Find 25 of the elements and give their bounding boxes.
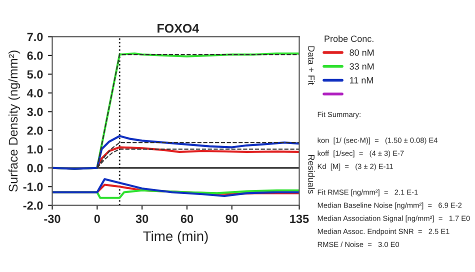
y-tick-label: 3.0 xyxy=(27,108,43,116)
legend-label: 80 nM xyxy=(350,49,374,56)
legend-title: Probe Conc. xyxy=(324,35,374,42)
y-tick-label: -2.0 xyxy=(23,201,43,210)
x-tick-label: 60 xyxy=(180,214,194,224)
x-tick-label: -30 xyxy=(44,214,60,224)
x-tick-label: 90 xyxy=(226,214,238,224)
y-tick-label: 5.0 xyxy=(27,70,43,79)
legend-label: 11 nM xyxy=(350,77,373,84)
y-tick-label: 1.0 xyxy=(28,145,43,154)
y-tick-label: 6.0 xyxy=(27,51,43,60)
y-tick-label: 7.0 xyxy=(27,32,43,42)
y-tick-label: 0.0 xyxy=(27,164,43,172)
x-tick-label: 135 xyxy=(290,214,309,224)
y-tick-label: 4.0 xyxy=(26,88,43,98)
legend-label: 33 nM xyxy=(350,63,374,70)
y-tick-label: 2.0 xyxy=(27,126,43,135)
chart-title: FOXO4 xyxy=(158,24,200,33)
text: Residuals xyxy=(308,155,315,194)
x-tick-label: 30 xyxy=(136,214,148,224)
text: Data + Fit xyxy=(308,46,315,85)
x-tick-label: 0 xyxy=(94,214,100,224)
y-tick-label: -1.0 xyxy=(23,182,43,192)
x-axis-title: Time (min) xyxy=(143,230,208,244)
y-axis-title: Surface Density (ng/mm²) xyxy=(8,50,20,192)
